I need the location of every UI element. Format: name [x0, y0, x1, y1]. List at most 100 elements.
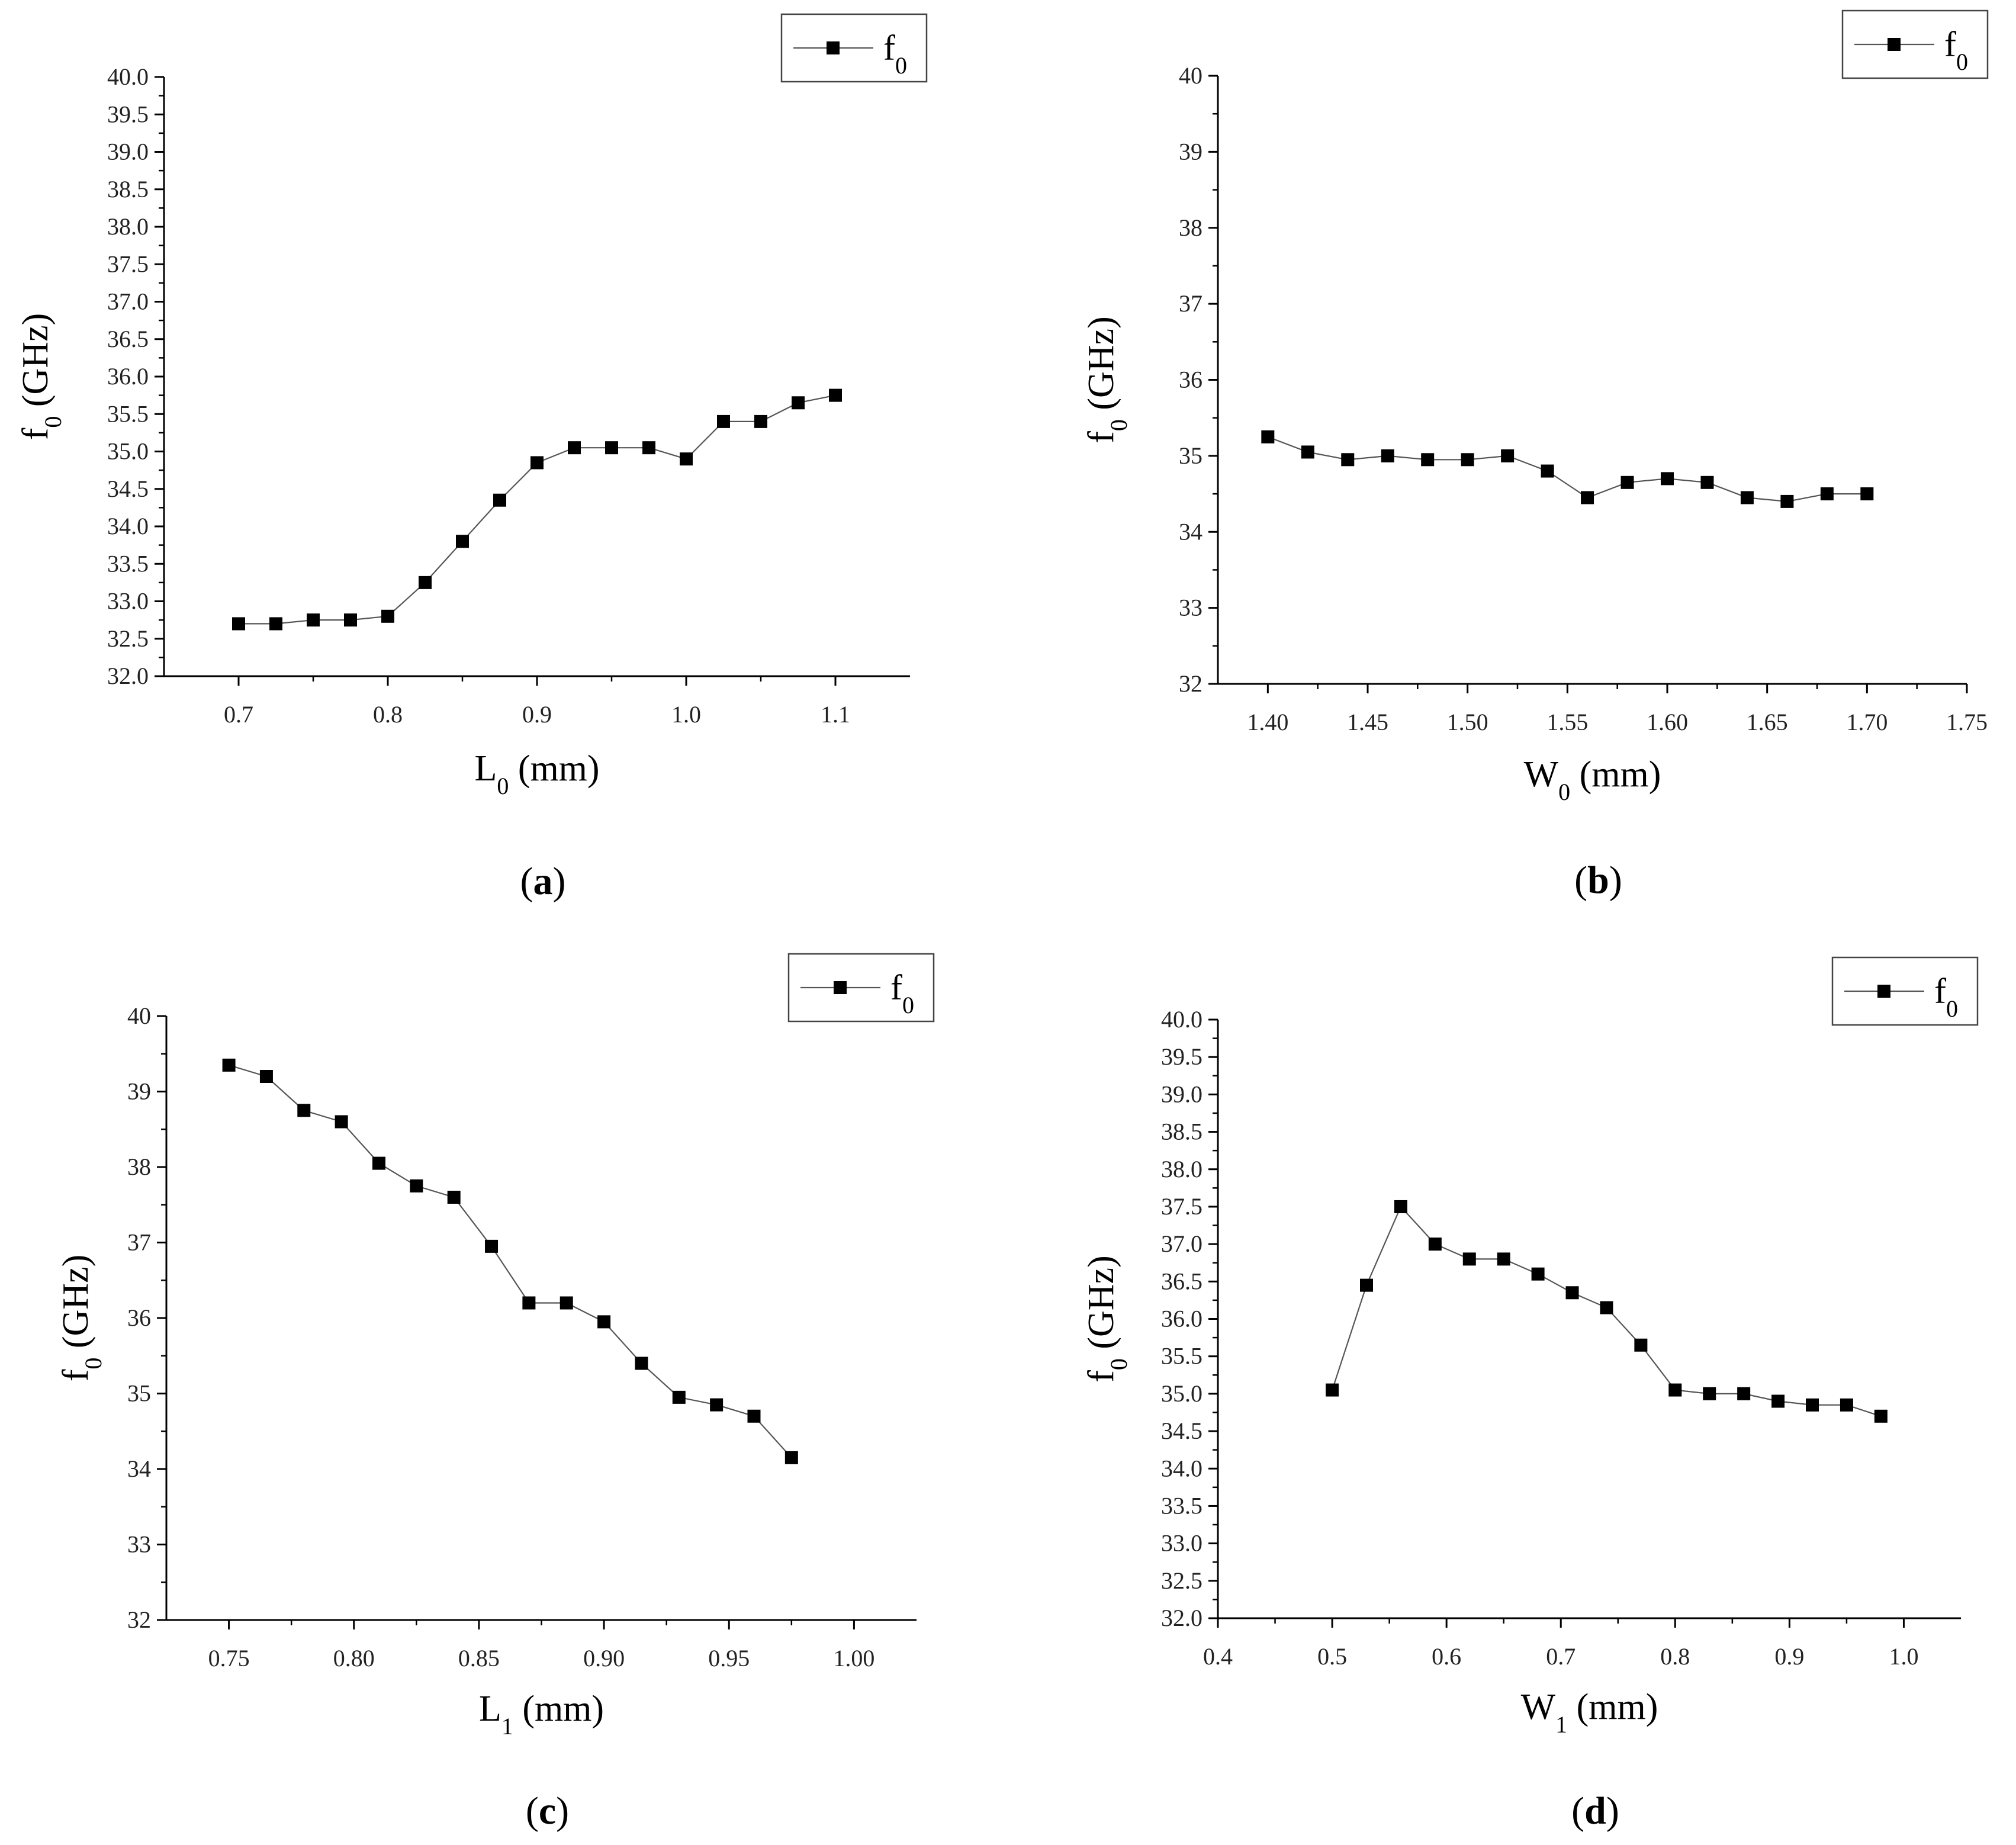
- data-point-marker: [1771, 1394, 1785, 1408]
- x-tick-label: 1.50: [1447, 709, 1488, 735]
- data-point-marker: [335, 1115, 348, 1129]
- x-tick-label: 0.80: [333, 1645, 375, 1672]
- y-axis-title: f0 (GHz): [56, 1255, 107, 1382]
- x-axis-title-subscript: 0: [1558, 779, 1570, 805]
- x-tick-label: 1.75: [1946, 709, 1988, 735]
- y-tick-label: 33.0: [1161, 1530, 1202, 1557]
- legend-label: f0: [890, 968, 914, 1018]
- y-tick-label: 32.5: [1161, 1567, 1202, 1594]
- y-tick-label: 33: [127, 1531, 151, 1558]
- x-tick-label: 0.7: [224, 701, 253, 728]
- y-tick-label: 34.5: [1161, 1418, 1202, 1444]
- x-tick-label: 0.85: [458, 1645, 500, 1672]
- y-tick-label: 36: [127, 1304, 151, 1331]
- legend-label-main: f: [883, 28, 895, 68]
- data-point-marker: [372, 1156, 385, 1170]
- data-point-marker: [1565, 1286, 1579, 1300]
- x-axis-title-unit: (mm): [1567, 1687, 1658, 1727]
- y-axis-title-main: f: [1081, 1370, 1121, 1383]
- x-axis-title-main: L: [479, 1689, 501, 1729]
- data-point-marker: [1394, 1200, 1407, 1213]
- x-axis-title: W0 (mm): [1524, 754, 1661, 805]
- y-tick-label: 35: [127, 1380, 151, 1407]
- data-point-marker: [1421, 453, 1435, 467]
- legend: f0: [1841, 9, 1989, 79]
- data-point-marker: [1541, 464, 1554, 478]
- data-point-marker: [381, 609, 394, 623]
- y-tick-label: 33: [1179, 594, 1202, 621]
- x-axis-title-subscript: 1: [501, 1713, 513, 1740]
- y-axis-title-unit: (GHz): [1081, 316, 1121, 419]
- y-tick-label: 38: [127, 1153, 151, 1180]
- legend-label-main: f: [1934, 972, 1946, 1011]
- x-tick-label: 1.55: [1546, 709, 1588, 735]
- x-axis-title-subscript: 0: [497, 773, 509, 799]
- data-point-marker: [568, 441, 581, 455]
- x-axis-title: L0 (mm): [474, 748, 599, 799]
- data-point-marker: [1860, 487, 1874, 501]
- y-tick-label: 40: [127, 1002, 151, 1029]
- x-tick-label: 0.5: [1317, 1643, 1347, 1670]
- y-tick-label: 33.0: [107, 588, 149, 615]
- data-point-marker: [1581, 491, 1594, 504]
- legend-label-subscript: 0: [1956, 49, 1968, 75]
- panel-label-open: (: [1571, 1789, 1584, 1833]
- panel-label-open: (: [520, 860, 533, 903]
- y-tick-label: 36.0: [1161, 1306, 1202, 1332]
- x-tick-label: 0.95: [708, 1645, 750, 1672]
- y-tick-label: 33.5: [1161, 1492, 1202, 1519]
- legend-label-main: f: [890, 968, 902, 1007]
- legend-label-subscript: 0: [895, 52, 907, 79]
- y-tick-label: 35.5: [107, 400, 149, 427]
- panel-c: 32 33 34 35 36 37 38 39 40 0.75 0.80 0.85 0.90 0.95 1.…: [56, 953, 935, 1833]
- y-tick-label: 36.0: [107, 363, 149, 390]
- y-tick-label: 34.0: [1161, 1455, 1202, 1481]
- panel-label-letter: d: [1584, 1789, 1606, 1833]
- x-axis-title: L1 (mm): [479, 1689, 604, 1740]
- data-point-marker: [605, 441, 618, 455]
- x-tick-label: 1.45: [1347, 709, 1388, 735]
- y-tick-label: 38.5: [107, 176, 149, 202]
- x-axis-title: W1 (mm): [1521, 1687, 1658, 1738]
- legend-label-main: f: [1944, 25, 1956, 64]
- data-point-marker: [410, 1179, 423, 1192]
- data-point-marker: [456, 535, 469, 548]
- panel-label-close: ): [1609, 859, 1622, 902]
- data-point-marker: [1737, 1387, 1751, 1400]
- y-tick-label: 34.0: [107, 513, 149, 539]
- data-point-marker: [232, 617, 245, 631]
- y-tick-label: 32.0: [1161, 1605, 1202, 1631]
- x-tick-label: 1.00: [833, 1645, 874, 1672]
- panel-label: (d): [1571, 1789, 1619, 1833]
- y-tick-label: 38.0: [107, 213, 149, 240]
- x-axis-title-unit: (mm): [509, 748, 599, 789]
- data-point-marker: [1620, 475, 1634, 489]
- panel-label-close: ): [553, 860, 566, 903]
- legend-marker: [834, 981, 847, 994]
- y-tick-label: 32.0: [107, 663, 149, 689]
- data-point-marker: [717, 414, 730, 428]
- legend-label: f0: [1934, 972, 1958, 1022]
- y-tick-label: 36.5: [107, 326, 149, 352]
- panel-label-close: ): [1606, 1789, 1619, 1833]
- data-point-marker: [1820, 487, 1834, 501]
- panel-label-close: ): [556, 1789, 569, 1833]
- y-axis-title-subscript: 0: [80, 1358, 107, 1370]
- panel-label-letter: c: [539, 1789, 556, 1833]
- data-point-marker: [269, 617, 282, 631]
- y-axis-title-unit: (GHz): [1081, 1255, 1121, 1358]
- x-tick-label: 1.1: [821, 701, 850, 728]
- data-point-marker: [792, 396, 805, 410]
- data-point-marker: [680, 452, 693, 466]
- data-point-marker: [259, 1070, 273, 1083]
- x-tick-label: 0.90: [583, 1645, 625, 1672]
- y-axis-title-main: f: [1081, 431, 1121, 443]
- y-tick-label: 38: [1179, 214, 1202, 241]
- data-point-marker: [1381, 449, 1394, 462]
- panel-b: 32 33 34 35 36 37 38 39 40 1.40 1.45 1.50 1.55 1.60 1.…: [1081, 9, 1989, 902]
- y-tick-label: 39.5: [1161, 1043, 1202, 1070]
- data-point-marker: [1780, 494, 1794, 508]
- y-axis-title: f0 (GHz): [1081, 316, 1132, 443]
- y-tick-label: 34.5: [107, 475, 149, 502]
